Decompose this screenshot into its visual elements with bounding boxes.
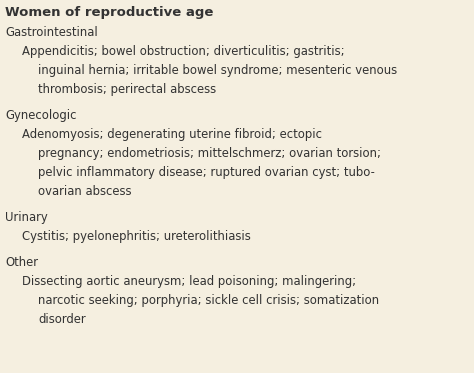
Text: Adenomyosis; degenerating uterine fibroid; ectopic: Adenomyosis; degenerating uterine fibroi…	[22, 128, 322, 141]
Text: Cystitis; pyelonephritis; ureterolithiasis: Cystitis; pyelonephritis; ureterolithias…	[22, 230, 251, 243]
Text: Other: Other	[5, 256, 38, 269]
Text: Gynecologic: Gynecologic	[5, 109, 76, 122]
Text: Appendicitis; bowel obstruction; diverticulitis; gastritis;: Appendicitis; bowel obstruction; diverti…	[22, 45, 345, 58]
Text: Dissecting aortic aneurysm; lead poisoning; malingering;: Dissecting aortic aneurysm; lead poisoni…	[22, 275, 356, 288]
Text: Urinary: Urinary	[5, 211, 48, 224]
Text: inguinal hernia; irritable bowel syndrome; mesenteric venous: inguinal hernia; irritable bowel syndrom…	[38, 64, 397, 77]
Text: Gastrointestinal: Gastrointestinal	[5, 26, 98, 39]
Text: ovarian abscess: ovarian abscess	[38, 185, 131, 198]
Text: narcotic seeking; porphyria; sickle cell crisis; somatization: narcotic seeking; porphyria; sickle cell…	[38, 294, 379, 307]
Text: disorder: disorder	[38, 313, 86, 326]
Text: pregnancy; endometriosis; mittelschmerz; ovarian torsion;: pregnancy; endometriosis; mittelschmerz;…	[38, 147, 381, 160]
Text: Women of reproductive age: Women of reproductive age	[5, 6, 213, 19]
Text: pelvic inflammatory disease; ruptured ovarian cyst; tubo-: pelvic inflammatory disease; ruptured ov…	[38, 166, 375, 179]
Text: thrombosis; perirectal abscess: thrombosis; perirectal abscess	[38, 83, 216, 96]
